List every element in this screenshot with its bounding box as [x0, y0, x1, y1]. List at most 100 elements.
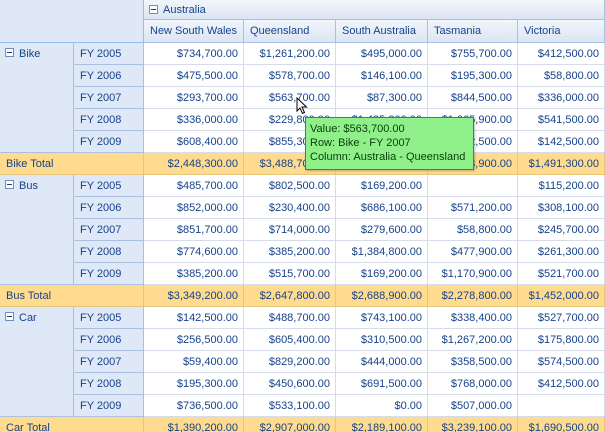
value-cell[interactable]: $195,300.00: [144, 373, 244, 395]
value-cell[interactable]: $608,400.00: [144, 131, 244, 153]
value-cell[interactable]: $230,400.00: [244, 197, 336, 219]
value-cell[interactable]: $146,100.00: [336, 65, 428, 87]
group-total-cell[interactable]: $2,278,800.00: [428, 285, 518, 307]
value-cell[interactable]: $477,900.00: [428, 241, 518, 263]
value-cell[interactable]: $774,600.00: [144, 241, 244, 263]
row-group-car[interactable]: Car: [0, 307, 74, 417]
value-cell[interactable]: $450,600.00: [244, 373, 336, 395]
collapse-minus-icon[interactable]: [5, 312, 14, 321]
group-total-cell[interactable]: $2,448,300.00: [144, 153, 244, 175]
value-cell[interactable]: $488,700.00: [244, 307, 336, 329]
value-cell[interactable]: $475,500.00: [144, 65, 244, 87]
value-cell[interactable]: $1,261,200.00: [244, 43, 336, 65]
row-header-year[interactable]: FY 2007: [74, 87, 144, 109]
column-header-south-australia[interactable]: South Australia: [336, 20, 428, 43]
group-total-cell[interactable]: $2,647,800.00: [244, 285, 336, 307]
collapse-minus-icon[interactable]: [149, 5, 158, 14]
value-cell[interactable]: $563,700.00: [244, 87, 336, 109]
value-cell[interactable]: $169,200.00: [336, 263, 428, 285]
value-cell[interactable]: $310,500.00: [336, 329, 428, 351]
row-header-year[interactable]: FY 2009: [74, 131, 144, 153]
region-header-australia[interactable]: Australia: [144, 0, 605, 20]
value-cell[interactable]: $578,700.00: [244, 65, 336, 87]
value-cell[interactable]: $533,100.00: [244, 395, 336, 417]
value-cell[interactable]: $261,300.00: [518, 241, 605, 263]
row-header-year[interactable]: FY 2008: [74, 241, 144, 263]
value-cell[interactable]: $338,400.00: [428, 307, 518, 329]
column-header-queensland[interactable]: Queensland: [244, 20, 336, 43]
group-total-cell[interactable]: $3,349,200.00: [144, 285, 244, 307]
row-header-year[interactable]: FY 2005: [74, 43, 144, 65]
value-cell[interactable]: $714,000.00: [244, 219, 336, 241]
group-total-cell[interactable]: $1,491,300.00: [518, 153, 605, 175]
row-header-year[interactable]: FY 2008: [74, 109, 144, 131]
row-header-year[interactable]: FY 2006: [74, 65, 144, 87]
value-cell[interactable]: $169,200.00: [336, 175, 428, 197]
value-cell[interactable]: $58,800.00: [428, 219, 518, 241]
value-cell[interactable]: $571,200.00: [428, 197, 518, 219]
row-header-year[interactable]: FY 2007: [74, 351, 144, 373]
value-cell[interactable]: [518, 395, 605, 417]
row-header-year[interactable]: FY 2008: [74, 373, 144, 395]
group-total-cell[interactable]: $1,452,000.00: [518, 285, 605, 307]
row-group-bike[interactable]: Bike: [0, 43, 74, 153]
group-total-cell[interactable]: $3,239,100.00: [428, 417, 518, 432]
value-cell[interactable]: $515,700.00: [244, 263, 336, 285]
value-cell[interactable]: $336,000.00: [518, 87, 605, 109]
value-cell[interactable]: $1,384,800.00: [336, 241, 428, 263]
group-total-cell[interactable]: $2,189,100.00: [336, 417, 428, 432]
value-cell[interactable]: $541,500.00: [518, 109, 605, 131]
value-cell[interactable]: $175,800.00: [518, 329, 605, 351]
group-total-cell[interactable]: $2,688,900.00: [336, 285, 428, 307]
row-group-bus[interactable]: Bus: [0, 175, 74, 285]
group-total-cell[interactable]: $1,390,200.00: [144, 417, 244, 432]
value-cell[interactable]: $1,170,900.00: [428, 263, 518, 285]
value-cell[interactable]: $308,100.00: [518, 197, 605, 219]
value-cell[interactable]: $115,200.00: [518, 175, 605, 197]
value-cell[interactable]: $142,500.00: [144, 307, 244, 329]
row-header-year[interactable]: FY 2006: [74, 329, 144, 351]
value-cell[interactable]: $58,800.00: [518, 65, 605, 87]
column-header-new-south-wales[interactable]: New South Wales: [144, 20, 244, 43]
value-cell[interactable]: $336,000.00: [144, 109, 244, 131]
row-header-year[interactable]: FY 2006: [74, 197, 144, 219]
value-cell[interactable]: $686,100.00: [336, 197, 428, 219]
value-cell[interactable]: [428, 175, 518, 197]
collapse-minus-icon[interactable]: [5, 180, 14, 189]
value-cell[interactable]: $385,200.00: [144, 263, 244, 285]
value-cell[interactable]: $829,200.00: [244, 351, 336, 373]
value-cell[interactable]: $521,700.00: [518, 263, 605, 285]
value-cell[interactable]: $755,700.00: [428, 43, 518, 65]
column-header-victoria[interactable]: Victoria: [518, 20, 605, 43]
value-cell[interactable]: $0.00: [336, 395, 428, 417]
value-cell[interactable]: $358,500.00: [428, 351, 518, 373]
value-cell[interactable]: $574,500.00: [518, 351, 605, 373]
value-cell[interactable]: $527,700.00: [518, 307, 605, 329]
value-cell[interactable]: $385,200.00: [244, 241, 336, 263]
group-total-cell[interactable]: $1,690,500.00: [518, 417, 605, 432]
value-cell[interactable]: $142,500.00: [518, 131, 605, 153]
value-cell[interactable]: $195,300.00: [428, 65, 518, 87]
row-header-year[interactable]: FY 2009: [74, 263, 144, 285]
value-cell[interactable]: $412,500.00: [518, 373, 605, 395]
value-cell[interactable]: $495,000.00: [336, 43, 428, 65]
value-cell[interactable]: $605,400.00: [244, 329, 336, 351]
group-total-cell[interactable]: $2,907,000.00: [244, 417, 336, 432]
value-cell[interactable]: $279,600.00: [336, 219, 428, 241]
value-cell[interactable]: $485,700.00: [144, 175, 244, 197]
value-cell[interactable]: $59,400.00: [144, 351, 244, 373]
value-cell[interactable]: $768,000.00: [428, 373, 518, 395]
value-cell[interactable]: $293,700.00: [144, 87, 244, 109]
value-cell[interactable]: $87,300.00: [336, 87, 428, 109]
value-cell[interactable]: $802,500.00: [244, 175, 336, 197]
value-cell[interactable]: $507,000.00: [428, 395, 518, 417]
value-cell[interactable]: $1,267,200.00: [428, 329, 518, 351]
value-cell[interactable]: $691,500.00: [336, 373, 428, 395]
row-header-year[interactable]: FY 2009: [74, 395, 144, 417]
row-header-year[interactable]: FY 2005: [74, 175, 144, 197]
value-cell[interactable]: $245,700.00: [518, 219, 605, 241]
value-cell[interactable]: $743,100.00: [336, 307, 428, 329]
value-cell[interactable]: $851,700.00: [144, 219, 244, 241]
value-cell[interactable]: $444,000.00: [336, 351, 428, 373]
value-cell[interactable]: $256,500.00: [144, 329, 244, 351]
